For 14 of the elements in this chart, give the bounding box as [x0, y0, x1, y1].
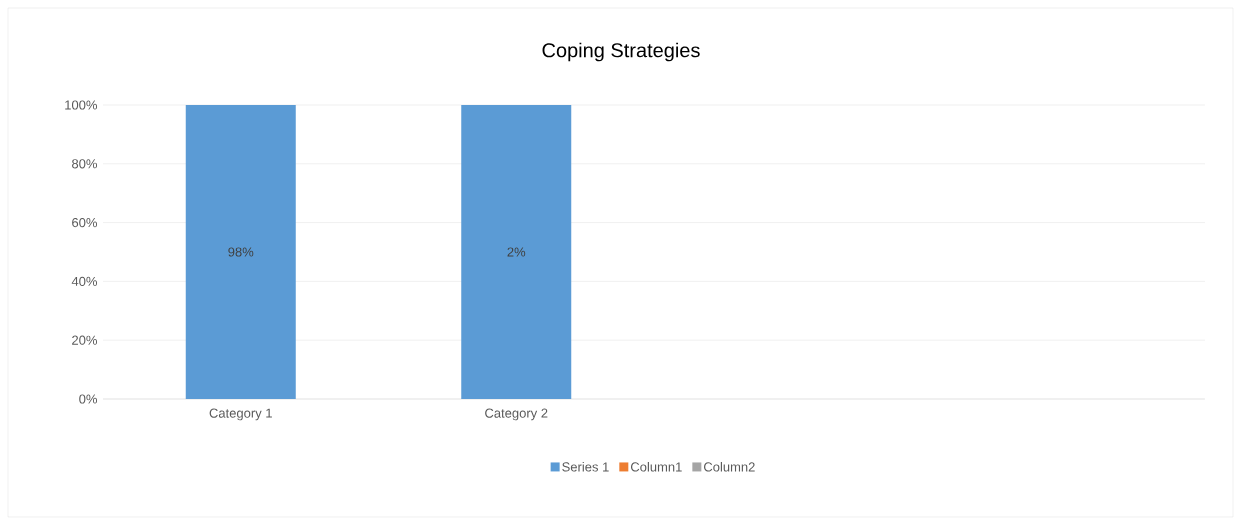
annotation: 98%	[228, 247, 254, 257]
legend-label: Column1	[630, 461, 682, 472]
x-tick-label: Category 1	[209, 408, 272, 421]
y-tick-label: 80%	[72, 159, 98, 169]
annotation: 2%	[507, 247, 526, 257]
legend-label: Column2	[704, 461, 755, 472]
legend-label: Series 1	[562, 461, 609, 472]
y-tick-label: 40%	[71, 276, 98, 286]
y-tick-label: 0%	[79, 394, 98, 404]
y-tick-label: 20%	[72, 335, 98, 345]
y-tick-label: 60%	[72, 217, 98, 228]
y-tick-label: 100%	[65, 100, 98, 110]
chart-title: Coping Strategies	[542, 42, 700, 62]
x-tick-label: Category 2	[485, 408, 548, 421]
